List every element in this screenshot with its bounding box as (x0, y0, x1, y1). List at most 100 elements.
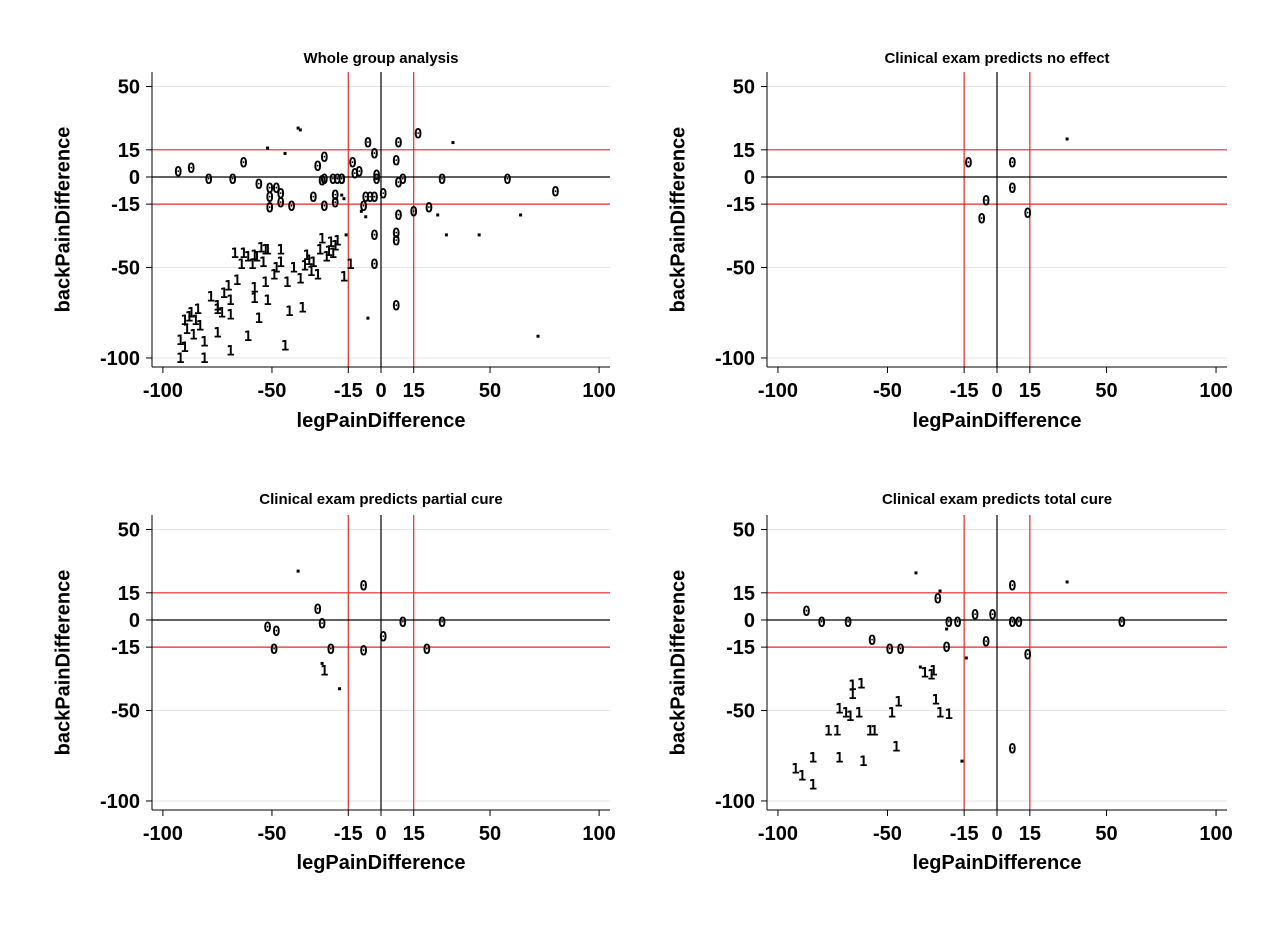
x-tick-label: 0 (375, 823, 386, 845)
data-point-0: 0 (392, 154, 400, 170)
data-point-1: 1 (263, 242, 271, 258)
data-point-0: 0 (945, 615, 953, 631)
data-point-1: 1 (842, 705, 850, 721)
data-point-0: 0 (272, 181, 280, 197)
data-point-1: 1 (237, 257, 245, 273)
data-point-1: 1 (298, 300, 306, 316)
x-tick-label: 15 (1019, 380, 1041, 402)
data-point-0: 0 (503, 172, 511, 188)
y-tick-label: -100 (715, 791, 755, 813)
data-point-dot (296, 569, 300, 573)
y-tick-label: -15 (726, 637, 755, 659)
y-tick-label: -15 (726, 194, 755, 216)
data-point-0: 0 (934, 591, 942, 607)
data-point-0: 0 (379, 629, 387, 645)
data-point-1: 1 (189, 327, 197, 343)
data-point-1: 1 (180, 340, 188, 356)
data-point-0: 0 (320, 199, 328, 215)
x-tick-label: 50 (1095, 823, 1117, 845)
data-point-1: 1 (220, 286, 228, 302)
data-point-0: 0 (971, 608, 979, 624)
data-point-1: 1 (226, 293, 234, 309)
x-tick-label: -100 (143, 823, 183, 845)
data-point-1: 1 (791, 761, 799, 777)
x-tick-label: -100 (758, 823, 798, 845)
data-point-1: 1 (213, 326, 221, 342)
data-point-0: 0 (392, 298, 400, 314)
data-point-1: 1 (307, 264, 315, 280)
data-point-1: 1 (936, 705, 944, 721)
data-point-1: 1 (314, 268, 322, 284)
data-point-1: 1 (255, 311, 263, 327)
data-point-1: 1 (207, 289, 215, 305)
data-point-0: 0 (964, 155, 972, 171)
data-point-1: 1 (239, 246, 247, 262)
y-axis-title: backPainDifference (667, 127, 689, 313)
data-point-0: 0 (1008, 579, 1016, 595)
x-tick-label: 100 (582, 380, 615, 402)
data-point-0: 0 (266, 201, 274, 217)
data-point-0: 0 (331, 195, 339, 211)
data-point-0: 0 (359, 644, 367, 660)
data-point-0: 0 (318, 617, 326, 633)
data-point-0: 0 (331, 188, 339, 204)
data-point-dot (444, 233, 448, 237)
y-tick-label: -50 (111, 257, 140, 279)
y-axis-title: backPainDifference (667, 570, 689, 756)
y-tick-label: -15 (111, 637, 140, 659)
data-point-0: 0 (392, 233, 400, 249)
y-tick-label: -50 (726, 700, 755, 722)
data-point-0: 0 (802, 604, 810, 620)
data-point-1: 1 (257, 241, 265, 257)
data-point-0: 0 (366, 190, 374, 206)
data-point-0: 0 (394, 136, 402, 152)
data-point-1: 1 (285, 304, 293, 320)
data-point-0: 0 (1008, 155, 1016, 171)
data-point-0: 0 (868, 633, 876, 649)
data-point-0: 0 (438, 172, 446, 188)
data-point-0: 0 (394, 175, 402, 191)
data-point-dot (436, 213, 440, 217)
data-point-0: 0 (287, 199, 295, 215)
data-point-0: 0 (338, 172, 346, 188)
data-point-0: 0 (255, 177, 263, 193)
data-point-0: 0 (982, 635, 990, 651)
y-tick-label: 0 (744, 167, 755, 189)
data-point-0: 0 (270, 642, 278, 658)
x-tick-label: 0 (991, 823, 1002, 845)
data-point-0: 0 (314, 602, 322, 618)
data-point-0: 0 (351, 166, 359, 182)
x-tick-label: 15 (403, 380, 425, 402)
data-point-0: 0 (359, 199, 367, 215)
data-point-0: 0 (327, 642, 335, 658)
data-point-0: 0 (1008, 181, 1016, 197)
data-point-1: 1 (824, 723, 832, 739)
data-point-1: 1 (226, 308, 234, 324)
data-point-1: 1 (305, 253, 313, 269)
data-point-0: 0 (204, 172, 212, 188)
data-point-1: 1 (191, 313, 199, 329)
data-point-1: 1 (250, 248, 258, 264)
data-point-dot (342, 197, 346, 201)
data-point-1: 1 (927, 667, 935, 683)
y-tick-label: 15 (733, 583, 755, 605)
data-point-0: 0 (320, 150, 328, 166)
data-point-1: 1 (327, 235, 335, 251)
x-tick-label: -50 (873, 380, 902, 402)
data-point-1: 1 (250, 291, 258, 307)
y-axis-title: backPainDifference (52, 127, 74, 313)
data-point-0: 0 (276, 195, 284, 211)
data-point-1: 1 (333, 233, 341, 249)
y-tick-label: -50 (111, 700, 140, 722)
chart-title: Clinical exam predicts no effect (884, 50, 1109, 67)
x-tick-label: 0 (991, 380, 1002, 402)
data-point-0: 0 (394, 208, 402, 224)
data-point-0: 0 (187, 161, 195, 177)
data-point-1: 1 (945, 707, 953, 723)
y-tick-label: -100 (715, 348, 755, 370)
data-point-0: 0 (239, 155, 247, 171)
data-point-1: 1 (340, 270, 348, 286)
x-tick-label: -15 (334, 823, 363, 845)
y-tick-label: 0 (129, 167, 140, 189)
